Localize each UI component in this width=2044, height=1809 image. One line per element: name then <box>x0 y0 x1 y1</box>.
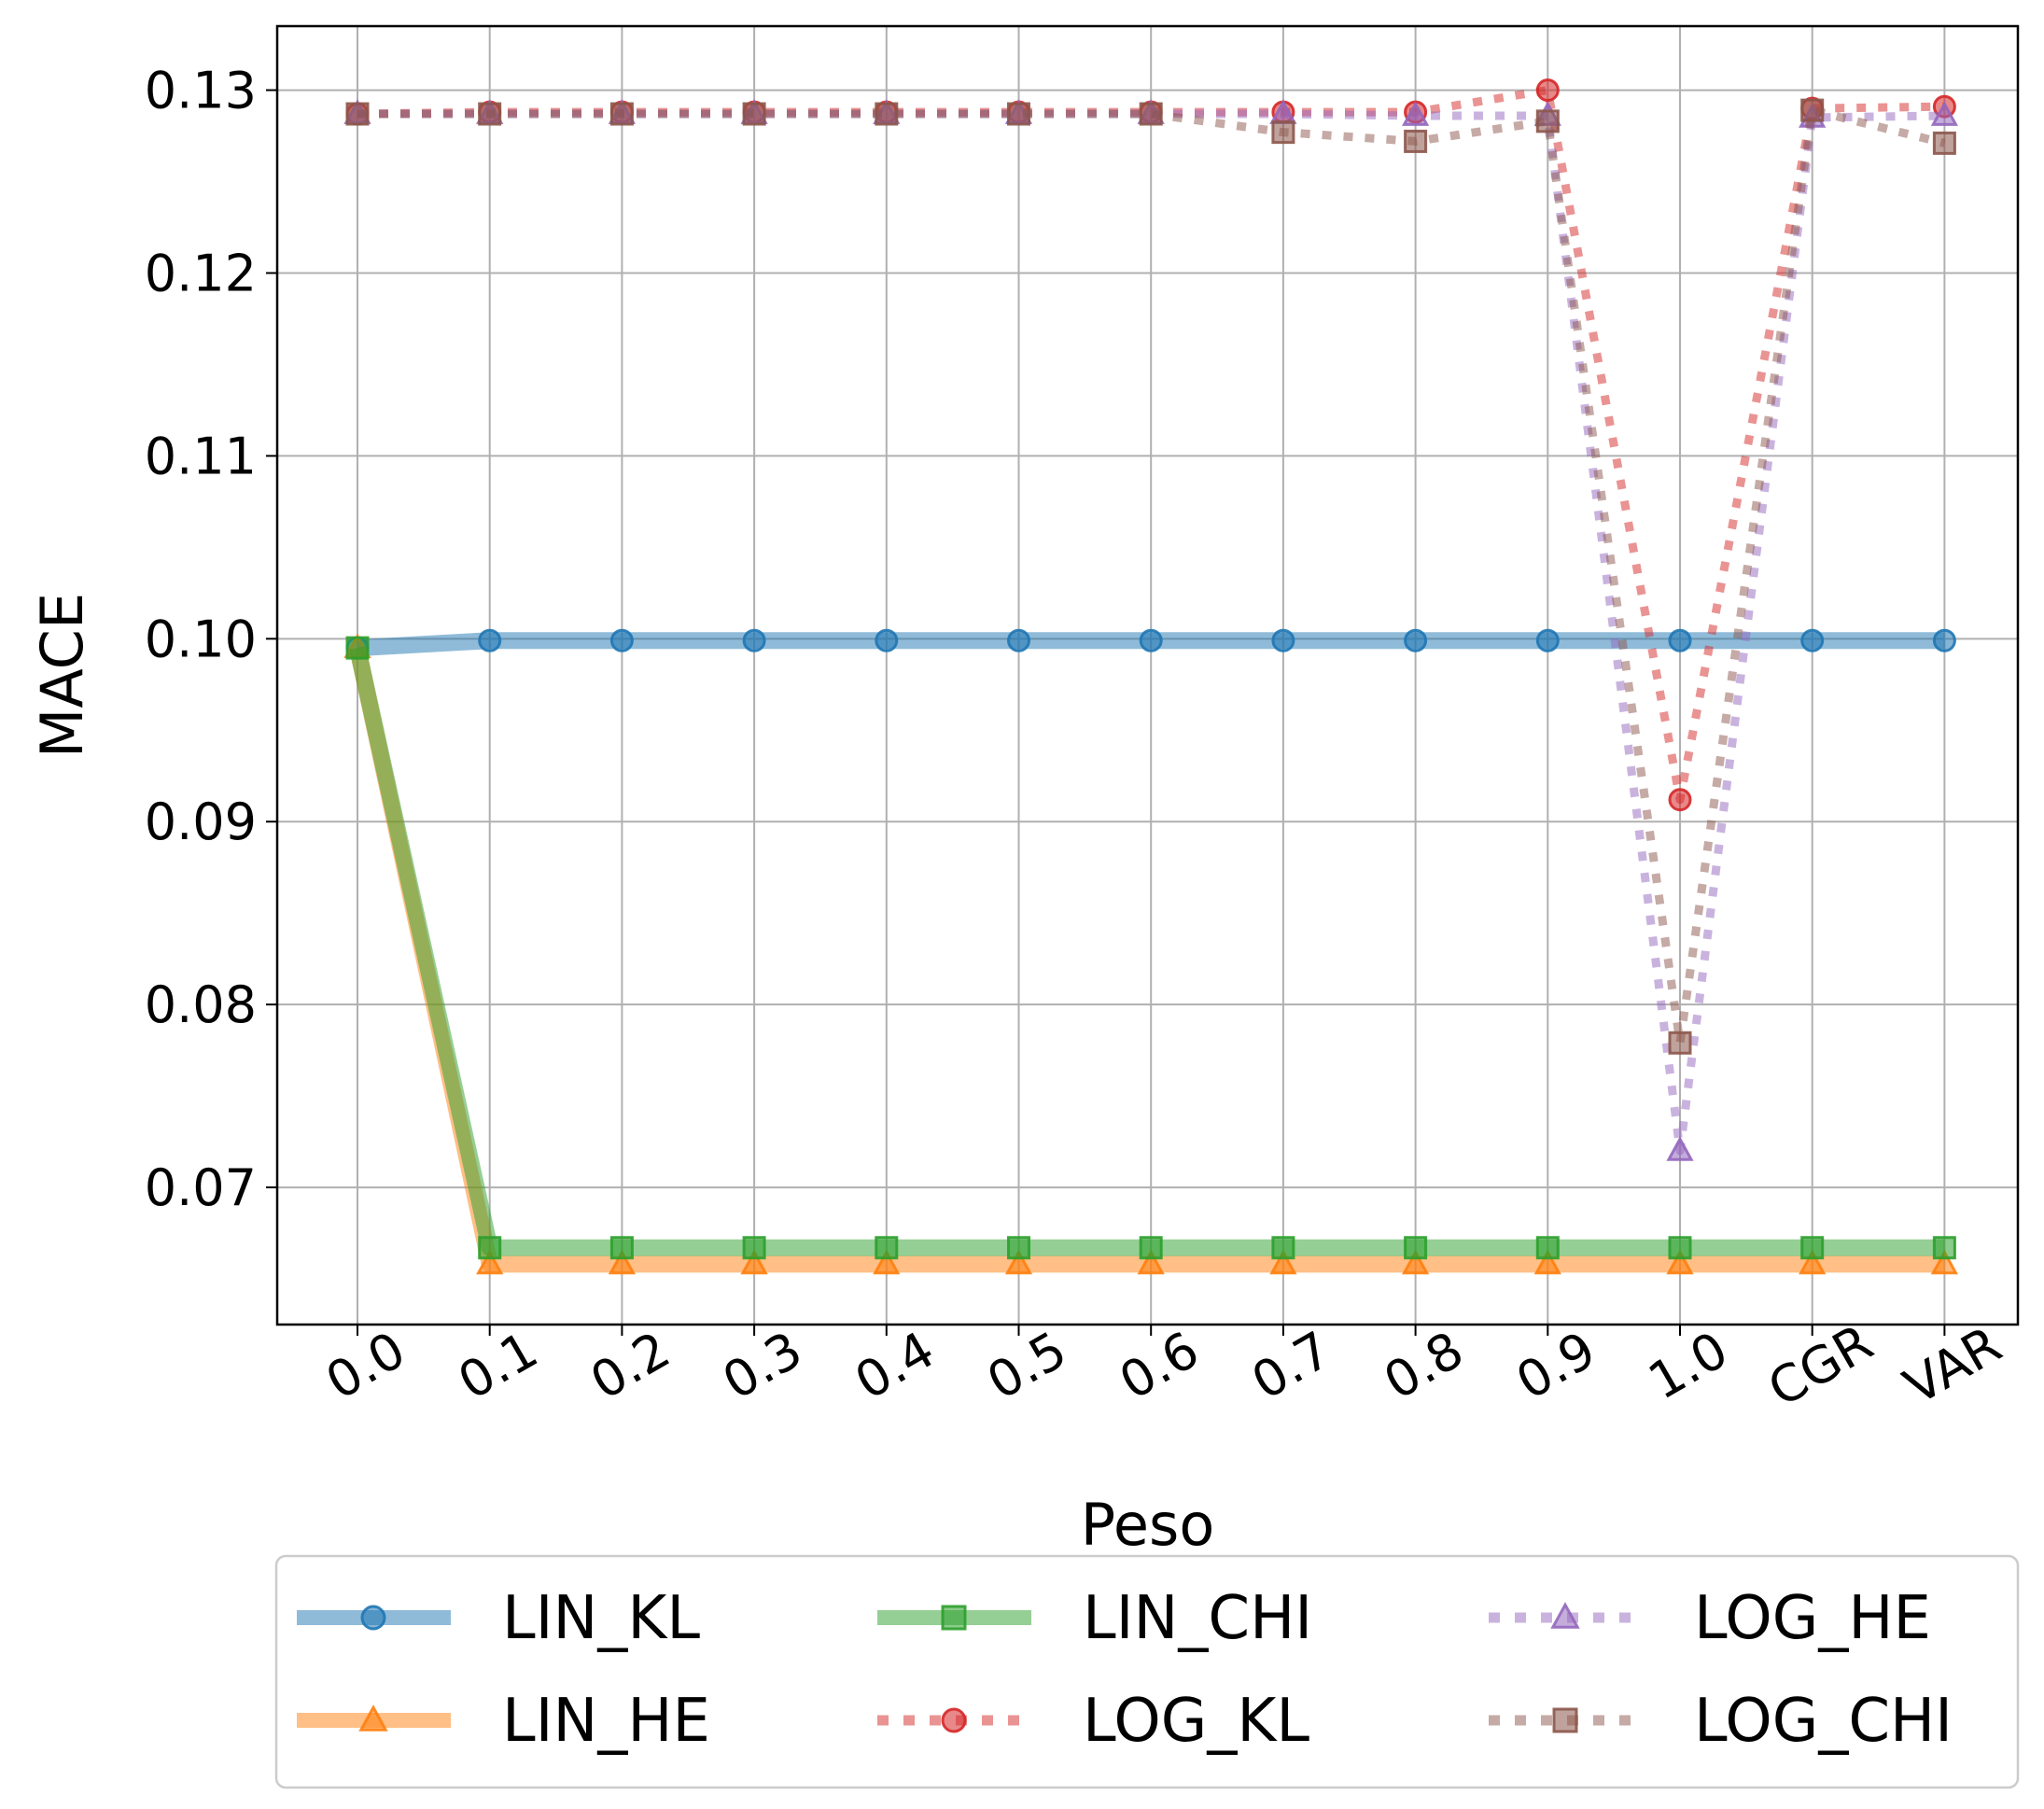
data-point <box>1932 131 1956 155</box>
legend-label: LIN_KL <box>502 1584 700 1653</box>
data-point <box>1007 628 1030 652</box>
y-tick-label: 0.08 <box>145 975 257 1034</box>
data-point <box>608 1249 637 1275</box>
data-point <box>1666 1249 1694 1275</box>
x-axis-label: Peso <box>1081 1491 1215 1559</box>
data-point <box>742 1236 766 1260</box>
data-point <box>1271 628 1295 652</box>
data-point <box>1799 1249 1827 1275</box>
data-point <box>1668 1031 1692 1055</box>
legend-entry: LOG_HE <box>1489 1584 1931 1653</box>
legend-label: LOG_HE <box>1694 1584 1931 1653</box>
data-point <box>1007 1236 1030 1260</box>
data-point <box>740 1249 768 1275</box>
data-point <box>1139 1236 1163 1260</box>
data-point <box>1271 120 1295 145</box>
data-point <box>873 1249 901 1275</box>
data-point <box>1401 1249 1430 1275</box>
data-point <box>1404 129 1428 153</box>
legend-entry: LOG_KL <box>877 1687 1309 1756</box>
data-point <box>1668 628 1692 652</box>
data-point <box>1139 102 1163 126</box>
legend-swatch-marker <box>941 1707 967 1733</box>
legend-entry: LOG_CHI <box>1489 1687 1953 1756</box>
data-point <box>1535 78 1560 103</box>
y-axis-label: MACE <box>28 593 96 758</box>
legend-swatch-marker <box>1550 1602 1580 1629</box>
data-point <box>1139 628 1163 652</box>
legend-label: LIN_CHI <box>1083 1584 1312 1653</box>
data-point <box>742 628 766 652</box>
legend-label: LOG_CHI <box>1694 1687 1953 1756</box>
data-point <box>478 1236 502 1260</box>
y-tick-label: 0.13 <box>145 62 257 120</box>
data-point <box>1269 1249 1297 1275</box>
data-point <box>476 1249 504 1275</box>
data-point <box>609 102 634 126</box>
data-point <box>478 102 502 126</box>
data-point <box>1800 98 1825 122</box>
legend-swatch-marker <box>941 1605 967 1631</box>
data-point <box>1800 628 1825 652</box>
series-lin-chi <box>345 636 1956 1260</box>
data-point <box>1004 1249 1033 1275</box>
legend-swatch-marker <box>358 1704 388 1732</box>
legend-entry: LIN_CHI <box>877 1584 1312 1653</box>
y-tick-label: 0.11 <box>145 427 257 485</box>
legend-swatch-marker <box>1552 1707 1578 1733</box>
data-point <box>1404 628 1428 652</box>
data-point <box>1137 1249 1165 1275</box>
y-tick-label: 0.07 <box>145 1158 257 1217</box>
legend-entry: LIN_KL <box>297 1584 700 1653</box>
legend: LIN_KL LIN_HE LIN_CHI LOG_KL LOG_HE LOG_CHI <box>274 1554 2020 1789</box>
plot-frame <box>275 24 2020 1326</box>
data-point <box>1007 102 1030 126</box>
data-point <box>1930 101 1959 126</box>
data-point <box>609 628 634 652</box>
data-point <box>1535 109 1560 133</box>
data-point <box>1668 1236 1692 1260</box>
data-point <box>1535 628 1560 652</box>
data-point <box>1932 628 1956 652</box>
legend-entry: LIN_HE <box>297 1687 710 1756</box>
data-point <box>1535 1236 1560 1260</box>
data-point <box>1930 1249 1959 1275</box>
data-point <box>345 636 370 660</box>
data-point <box>609 1236 634 1260</box>
data-point <box>1666 1136 1694 1161</box>
data-point <box>1271 1236 1295 1260</box>
y-tick-label: 0.09 <box>145 792 257 851</box>
series-log-chi <box>345 98 1956 1055</box>
data-point <box>875 1236 899 1260</box>
data-point <box>1404 1236 1428 1260</box>
series-layer <box>343 78 1959 1275</box>
data-point <box>1533 1249 1561 1275</box>
legend-label: LOG_KL <box>1083 1687 1309 1756</box>
data-point <box>875 102 899 126</box>
y-tick-label: 0.12 <box>145 244 257 302</box>
data-point <box>1668 788 1692 812</box>
legend-swatch-marker <box>360 1605 386 1631</box>
legend-label: LIN_HE <box>502 1687 710 1756</box>
data-point <box>875 628 899 652</box>
data-point <box>742 102 766 126</box>
data-point <box>1401 101 1430 126</box>
y-tick-label: 0.10 <box>145 610 257 668</box>
data-point <box>478 628 502 652</box>
legend-box <box>274 1554 2020 1789</box>
data-point <box>1932 1236 1956 1260</box>
data-point <box>1800 1236 1825 1260</box>
data-point <box>345 102 370 126</box>
